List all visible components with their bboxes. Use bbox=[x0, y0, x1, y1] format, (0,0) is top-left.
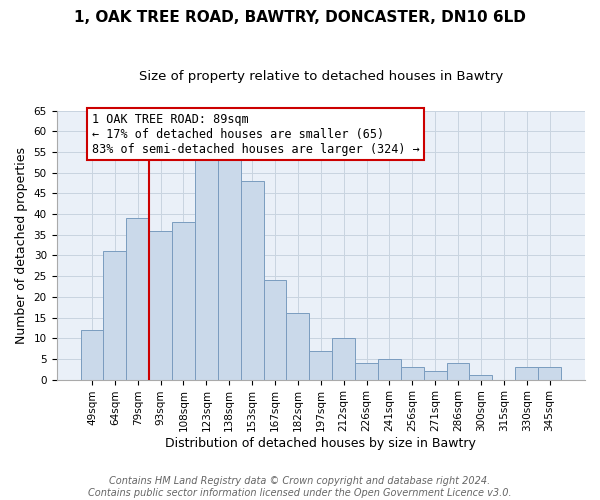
Bar bbox=[218, 156, 241, 380]
Bar bbox=[538, 367, 561, 380]
Y-axis label: Number of detached properties: Number of detached properties bbox=[15, 146, 28, 344]
Bar bbox=[195, 160, 218, 380]
Bar bbox=[378, 359, 401, 380]
Bar bbox=[515, 367, 538, 380]
Bar bbox=[127, 218, 149, 380]
X-axis label: Distribution of detached houses by size in Bawtry: Distribution of detached houses by size … bbox=[166, 437, 476, 450]
Bar bbox=[241, 181, 263, 380]
Bar bbox=[446, 363, 469, 380]
Bar bbox=[103, 252, 127, 380]
Bar bbox=[401, 367, 424, 380]
Bar bbox=[80, 330, 103, 380]
Text: Contains HM Land Registry data © Crown copyright and database right 2024.
Contai: Contains HM Land Registry data © Crown c… bbox=[88, 476, 512, 498]
Bar bbox=[310, 350, 332, 380]
Title: Size of property relative to detached houses in Bawtry: Size of property relative to detached ho… bbox=[139, 70, 503, 83]
Bar bbox=[424, 372, 446, 380]
Bar bbox=[332, 338, 355, 380]
Bar bbox=[286, 314, 310, 380]
Bar bbox=[172, 222, 195, 380]
Bar bbox=[149, 230, 172, 380]
Bar bbox=[263, 280, 286, 380]
Bar bbox=[355, 363, 378, 380]
Text: 1, OAK TREE ROAD, BAWTRY, DONCASTER, DN10 6LD: 1, OAK TREE ROAD, BAWTRY, DONCASTER, DN1… bbox=[74, 10, 526, 25]
Bar bbox=[469, 376, 493, 380]
Text: 1 OAK TREE ROAD: 89sqm
← 17% of detached houses are smaller (65)
83% of semi-det: 1 OAK TREE ROAD: 89sqm ← 17% of detached… bbox=[92, 112, 420, 156]
